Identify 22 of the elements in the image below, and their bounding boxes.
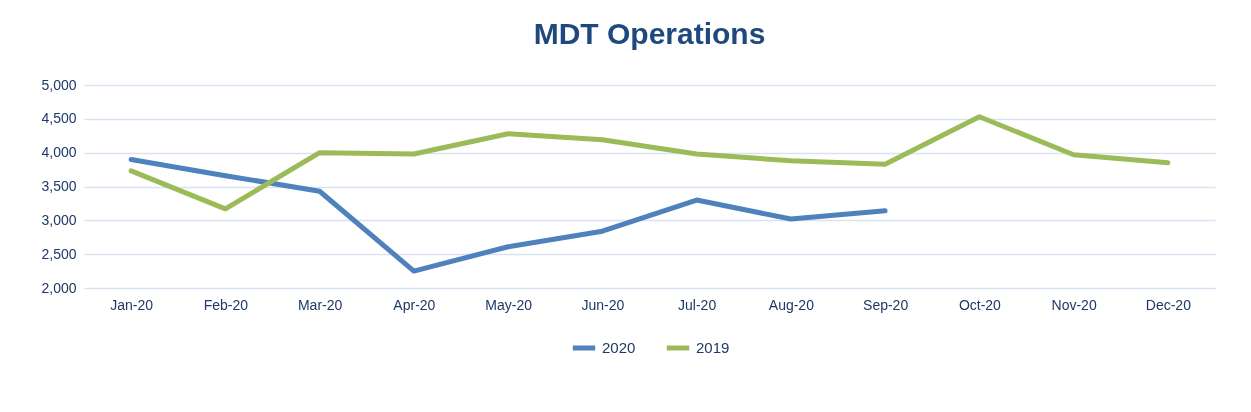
x-tick-label: Apr-20 — [393, 296, 436, 313]
y-tick-label: 4,500 — [41, 110, 77, 127]
x-tick-label: Feb-20 — [203, 296, 249, 313]
x-tick-label: Dec-20 — [1145, 296, 1192, 313]
y-tick-label: 3,500 — [41, 178, 77, 194]
y-tick-label: 3,000 — [41, 211, 77, 228]
chart-title: MDT Operations — [533, 17, 766, 50]
x-tick-label: Aug-20 — [768, 296, 815, 313]
x-tick-label: Jul-20 — [678, 296, 717, 313]
y-tick-label: 2,000 — [41, 279, 77, 296]
x-tick-label: Jun-20 — [581, 296, 625, 313]
x-tick-label: Nov-20 — [1051, 296, 1097, 313]
x-tick-label: May-20 — [485, 296, 533, 313]
legend-label: 2020 — [602, 339, 636, 356]
x-tick-label: Oct-20 — [958, 296, 1002, 313]
y-tick-label: 2,500 — [41, 245, 77, 262]
y-tick-label: 4,000 — [41, 144, 77, 161]
x-tick-label: Mar-20 — [297, 296, 343, 313]
y-tick-label: 5,000 — [41, 76, 77, 93]
legend-label: 2019 — [696, 339, 730, 356]
x-tick-label: Jan-20 — [110, 296, 154, 313]
x-tick-label: Sep-20 — [863, 296, 909, 313]
